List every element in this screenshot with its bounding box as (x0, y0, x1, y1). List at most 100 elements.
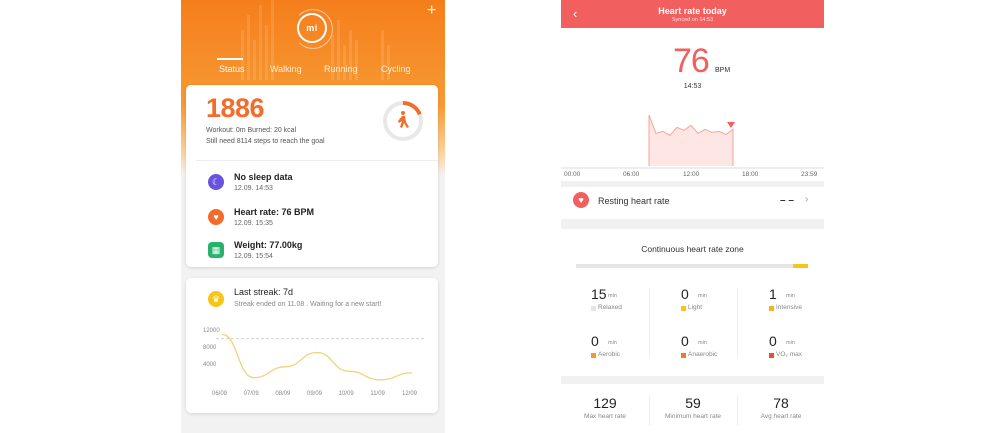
heart-icon: ♥ (573, 192, 589, 208)
y-tick-label: 4000 (203, 362, 217, 368)
zone-value: 15 (591, 286, 607, 302)
grid-divider (737, 395, 738, 425)
sync-status: Synced on 14:53 (671, 17, 714, 23)
zone-value: 0 (681, 286, 689, 302)
grid-divider (737, 288, 738, 358)
stat-value: 59 (685, 395, 701, 411)
zone-value: 1 (769, 286, 777, 302)
mi-logo: mi (293, 9, 333, 49)
x-tick-label: 06/09 (212, 391, 228, 397)
zone-unit: min (786, 293, 795, 299)
x-tick-label: 11/09 (370, 391, 385, 397)
resting-value: – – (780, 195, 794, 206)
add-icon[interactable]: + (427, 2, 437, 19)
heart-rate-date: 12.09. 15:35 (234, 220, 273, 227)
tab-cycling[interactable]: Cycling (381, 64, 411, 74)
decorative-step-bars (241, 0, 390, 80)
current-marker-icon (727, 122, 735, 128)
zone-distribution-bar (576, 264, 808, 268)
bpm-unit: BPM (715, 67, 731, 74)
goal-remaining: Still need 8114 steps to reach the goal (206, 138, 325, 145)
x-tick-label: 09/09 (307, 391, 323, 397)
current-bpm: 76 (673, 42, 710, 80)
tab-running[interactable]: Running (324, 64, 358, 74)
zone-value: 0 (591, 333, 599, 349)
grid-divider (649, 288, 650, 358)
zone-unit: min (608, 293, 617, 299)
mi-fit-status-screen: mi + Status Walking Running Cycling 1886… (181, 0, 445, 433)
zone-unit: min (608, 340, 617, 346)
section-separator (561, 219, 824, 229)
walking-person-icon (398, 111, 409, 128)
stat-value: 78 (773, 395, 789, 411)
heart-rate-today-screen: ‹ Heart rate today Synced on 14:53 76 BP… (561, 0, 824, 433)
zone-unit: min (698, 340, 707, 346)
x-tick-label: 12/09 (402, 391, 418, 397)
hr-x-tick-label: 00:00 (564, 171, 581, 178)
tab-walking[interactable]: Walking (270, 64, 302, 74)
hr-area-fill (649, 115, 733, 166)
heart-rate-area-chart (561, 114, 824, 169)
zone-color-swatch (591, 353, 596, 358)
stat-label: Avg heart rate (760, 413, 802, 420)
streak-subtitle: Streak ended on 11.08 . Waiting for a ne… (234, 301, 382, 308)
hr-x-tick-label: 23:59 (801, 171, 818, 178)
card-divider (196, 160, 438, 161)
zone-color-swatch (769, 353, 774, 358)
workout-summary: Workout: 0m Burned: 20 kcal (206, 127, 297, 134)
stat-label: Minimum heart rate (665, 413, 721, 420)
sleep-title: No sleep data (234, 172, 293, 182)
current-time: 14:53 (683, 83, 702, 90)
zone-label: Anaerobic (688, 351, 718, 358)
zone-label: Light (688, 304, 703, 311)
zone-label: Intensive (776, 304, 803, 311)
zone-label: Relaxed (598, 304, 622, 311)
zone-color-swatch (681, 353, 686, 358)
zone-color-swatch (681, 306, 686, 311)
streak-card[interactable]: ♛ Last streak: 7d Streak ended on 11.08 … (186, 278, 438, 413)
zone-value: 0 (769, 333, 777, 349)
screen-title: Heart rate today (658, 6, 727, 16)
steps-unit: 步 (258, 109, 265, 115)
zone-value: 0 (681, 333, 689, 349)
step-progress-ring (383, 101, 423, 141)
section-separator (561, 376, 824, 384)
x-tick-label: 08/09 (275, 391, 291, 397)
x-tick-label: 07/09 (243, 391, 259, 397)
zone-unit: min (698, 293, 707, 299)
zone-color-swatch (769, 306, 774, 311)
status-card[interactable]: 1886 步 Workout: 0m Burned: 20 kcal Still… (186, 85, 438, 267)
resting-label: Resting heart rate (598, 196, 670, 206)
back-chevron-icon[interactable]: ‹ (573, 6, 578, 21)
y-tick-label: 8000 (203, 345, 217, 351)
hr-x-tick-label: 18:00 (742, 171, 759, 178)
zone-title: Continuous heart rate zone (641, 244, 744, 254)
zone-color-swatch (591, 306, 596, 311)
tab-status[interactable]: Status (219, 64, 245, 74)
heart-rate-header: ‹ Heart rate today Synced on 14:53 (561, 0, 824, 28)
trophy-icon: ♛ (208, 291, 224, 307)
x-tick-label: 10/09 (338, 391, 354, 397)
mi-logo-text: mi (306, 23, 318, 33)
hr-x-tick-label: 12:00 (683, 171, 700, 178)
y-tick-label: 12000 (203, 328, 220, 334)
active-tab-indicator (217, 58, 243, 60)
chevron-right-icon: › (805, 194, 809, 205)
sleep-date: 12.09. 14:53 (234, 185, 273, 192)
hr-x-tick-label: 06:00 (623, 171, 640, 178)
zone-label: VO₂ max (776, 351, 802, 358)
section-separator (561, 181, 824, 187)
stat-label: Max heart rate (584, 413, 626, 420)
mode-tabs: Status Walking Running Cycling (181, 64, 445, 78)
scale-icon: ▦ (208, 242, 224, 258)
streak-title: Last streak: 7d (234, 287, 294, 297)
zone-bar-fill (793, 264, 808, 268)
steps-count: 1886 (206, 93, 265, 123)
zone-label: Aerobic (598, 351, 621, 358)
streak-series-line (221, 333, 413, 381)
stat-value: 129 (593, 395, 617, 411)
weight-date: 12.09. 15:54 (234, 253, 273, 260)
grid-divider (649, 395, 650, 425)
zone-unit: min (786, 340, 795, 346)
heart-icon: ♥ (208, 209, 224, 225)
